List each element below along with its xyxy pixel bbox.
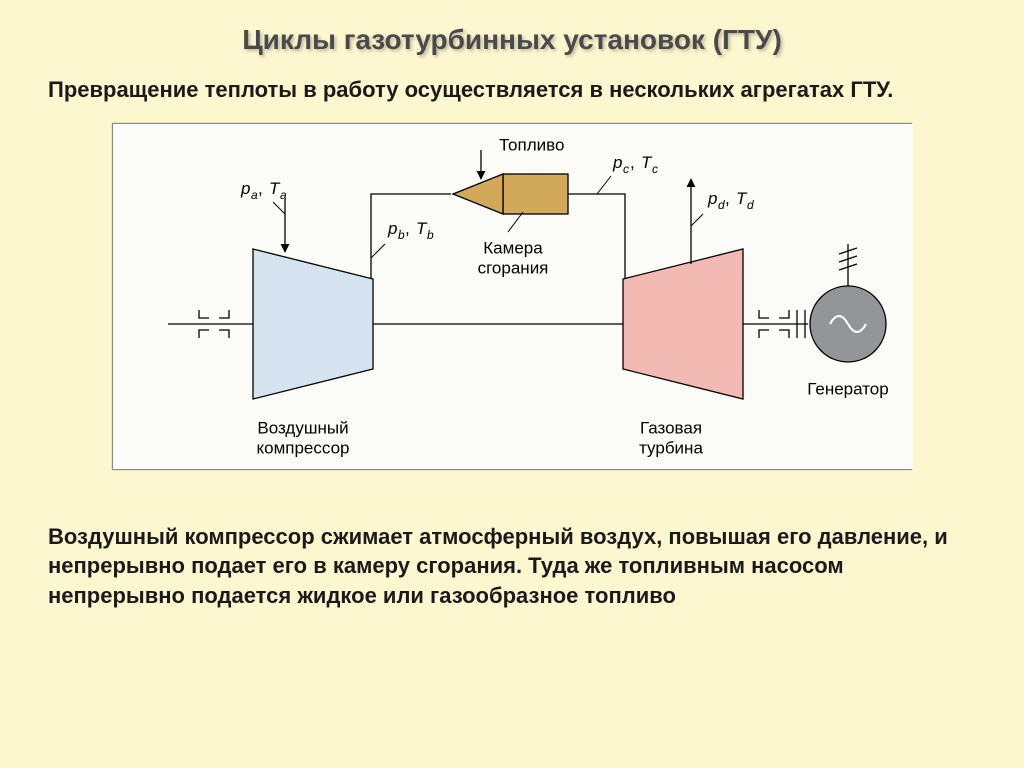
- svg-text:,: ,: [258, 179, 263, 198]
- svg-text:Генератор: Генератор: [807, 379, 888, 398]
- svg-text:турбина: турбина: [639, 438, 703, 457]
- svg-text:p: p: [387, 219, 397, 238]
- svg-text:,: ,: [630, 153, 635, 172]
- svg-text:,: ,: [405, 219, 410, 238]
- svg-text:a: a: [280, 188, 287, 202]
- svg-text:b: b: [398, 228, 405, 242]
- svg-text:b: b: [427, 228, 434, 242]
- svg-text:сгорания: сгорания: [478, 258, 549, 277]
- svg-text:d: d: [747, 198, 754, 212]
- subtitle-text: Превращение теплоты в работу осуществляе…: [48, 76, 976, 105]
- svg-text:,: ,: [725, 189, 730, 208]
- body-text: Воздушный компрессор сжимает атмосферный…: [48, 522, 976, 611]
- svg-text:p: p: [612, 153, 622, 172]
- svg-text:Воздушный: Воздушный: [257, 418, 348, 437]
- svg-text:a: a: [251, 188, 258, 202]
- svg-text:p: p: [707, 189, 717, 208]
- svg-text:d: d: [718, 198, 725, 212]
- svg-text:компрессор: компрессор: [257, 438, 350, 457]
- svg-text:Газовая: Газовая: [640, 418, 702, 437]
- svg-text:Топливо: Топливо: [499, 135, 564, 154]
- svg-text:Камера: Камера: [483, 238, 543, 257]
- slide: Циклы газотурбинных установок (ГТУ) Прев…: [0, 0, 1024, 768]
- svg-text:c: c: [652, 162, 658, 176]
- gtu-diagram: Воздушныйкомпрессор Газоваятурбина Камерас…: [112, 123, 912, 470]
- svg-text:p: p: [240, 179, 250, 198]
- page-title: Циклы газотурбинных установок (ГТУ): [48, 24, 976, 56]
- svg-text:c: c: [623, 162, 629, 176]
